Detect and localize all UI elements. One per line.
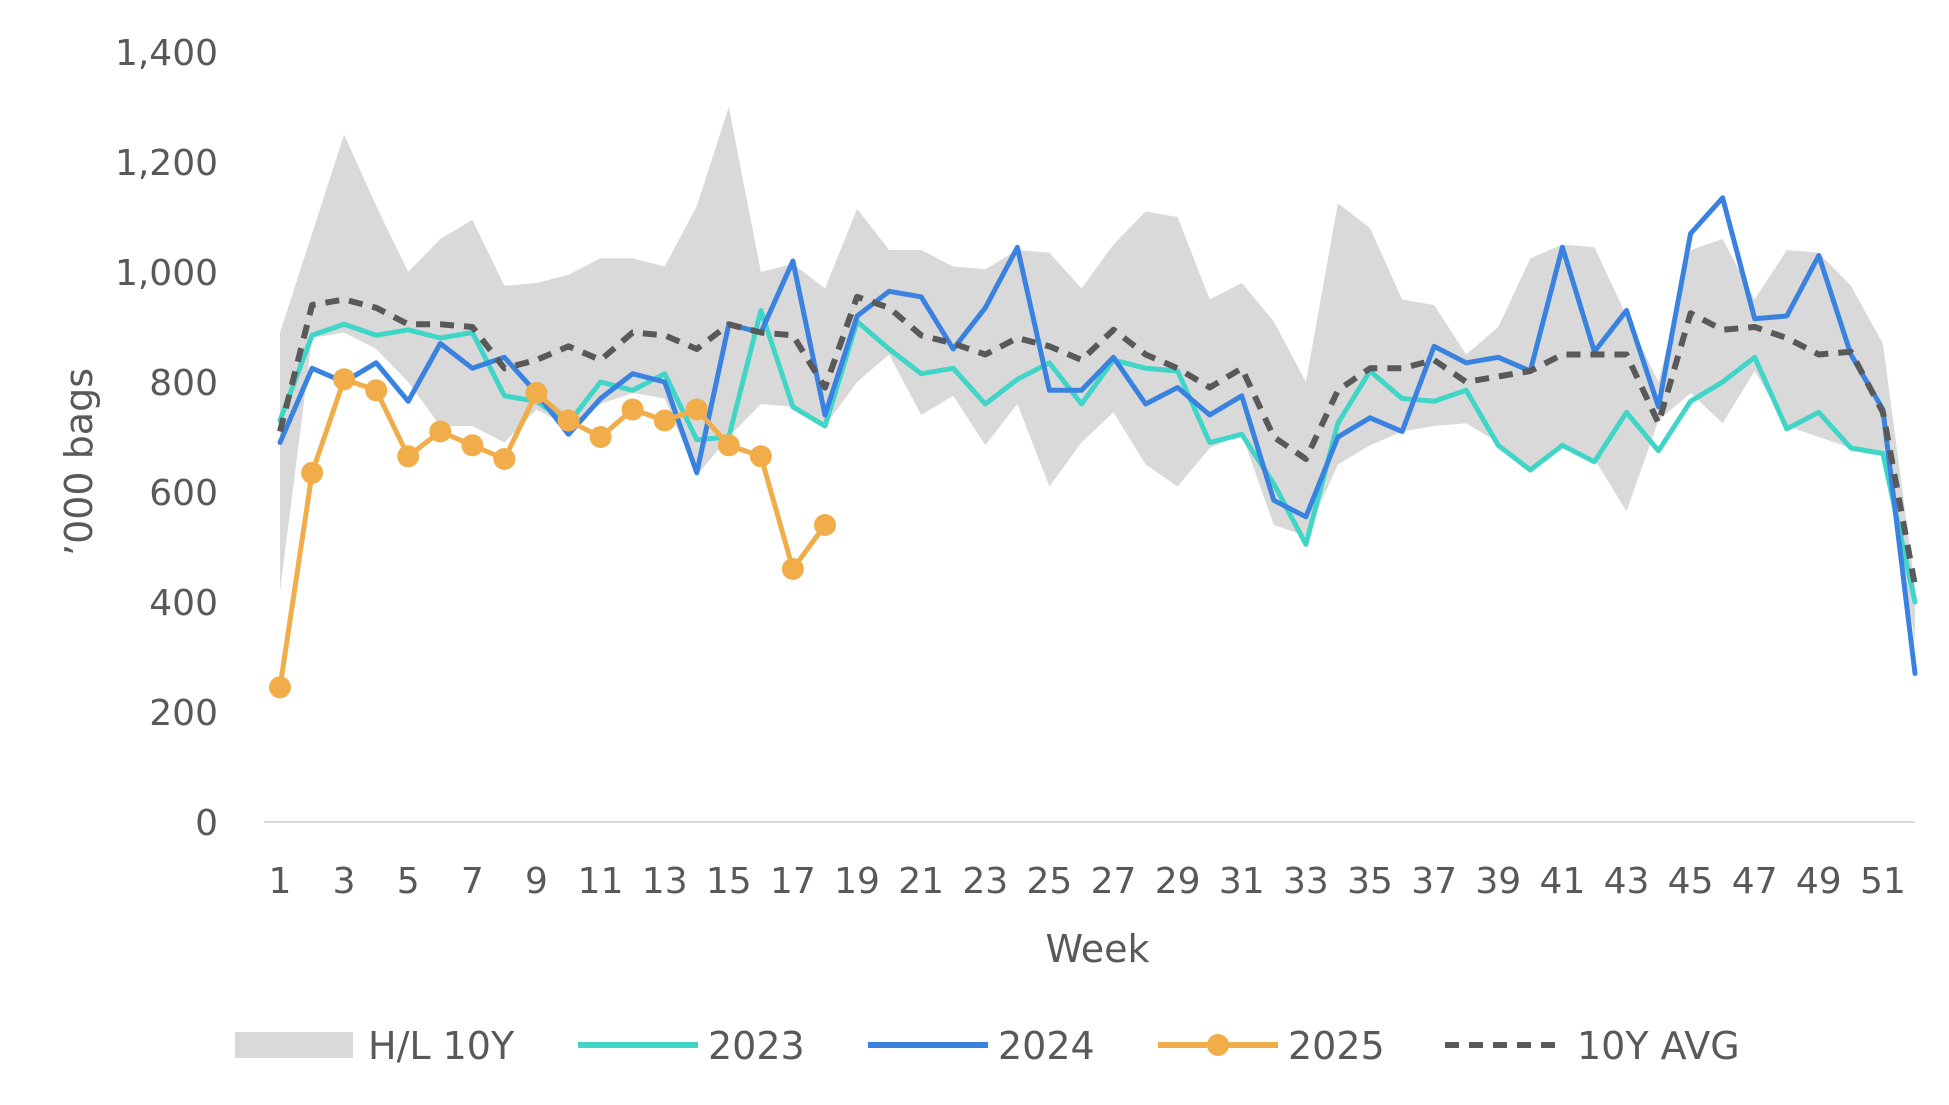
y-tick-label: 600 <box>149 473 218 514</box>
x-tick-label: 43 <box>1604 861 1650 902</box>
legend-item-2025: 2025 <box>1158 1024 1385 1068</box>
series-2025 <box>269 368 836 699</box>
y-tick-labels: 0 200 400 600 800 1,000 1,200 1,400 <box>115 33 218 844</box>
x-tick-label: 33 <box>1283 861 1329 902</box>
point-2025-week-12 <box>621 398 644 421</box>
point-2025-week-10 <box>557 409 580 432</box>
point-2025-week-9 <box>525 382 548 404</box>
legend-marker-2025 <box>1207 1034 1229 1056</box>
x-tick-label: 49 <box>1796 861 1842 902</box>
y-axis-title: ’000 bags <box>57 368 101 556</box>
x-tick-label: 35 <box>1347 861 1393 902</box>
x-tick-labels: 1 3 5 7 9 11 13 15 17 19 21 23 25 27 29 31 33 35 37 39 41 43 4… <box>269 861 1906 902</box>
x-tick-label: 29 <box>1155 861 1201 902</box>
legend-label-2025: 2025 <box>1288 1024 1385 1068</box>
x-tick-label: 9 <box>525 861 548 902</box>
legend: H/L 10Y 2023 2024 2025 10Y AVG <box>235 1024 1740 1068</box>
legend-item-10y-avg: 10Y AVG <box>1445 1024 1740 1068</box>
y-tick-label: 800 <box>149 363 218 404</box>
point-2025-week-13 <box>653 409 676 432</box>
x-tick-label: 17 <box>770 861 816 902</box>
x-tick-label: 13 <box>642 861 688 902</box>
point-2025-week-16 <box>749 445 772 468</box>
legend-label-h-l-10y: H/L 10Y <box>368 1024 515 1068</box>
y-tick-label: 1,000 <box>115 253 218 294</box>
series-10y-avg <box>277 293 1918 587</box>
legend-label-2024: 2024 <box>998 1024 1095 1068</box>
x-tick-label: 3 <box>333 861 356 902</box>
point-2025-week-11 <box>589 426 612 448</box>
point-2025-week-1 <box>269 676 291 699</box>
x-tick-label: 51 <box>1860 861 1906 902</box>
point-2025-week-7 <box>461 434 484 457</box>
x-tick-label: 47 <box>1732 861 1778 902</box>
point-2025-week-8 <box>493 448 516 470</box>
x-tick-label: 19 <box>834 861 880 902</box>
x-tick-label: 7 <box>461 861 484 902</box>
legend-item-2024: 2024 <box>868 1024 1095 1068</box>
legend-label-2023: 2023 <box>708 1024 805 1068</box>
x-tick-label: 25 <box>1027 861 1073 902</box>
y-tick-label: 200 <box>149 693 218 734</box>
point-2025-week-15 <box>717 434 740 457</box>
series-2024 <box>277 195 1918 676</box>
x-tick-label: 39 <box>1475 861 1521 902</box>
point-2025-week-6 <box>429 420 452 443</box>
y-tick-label: 400 <box>149 583 218 624</box>
y-tick-label: 1,400 <box>115 33 218 74</box>
x-tick-label: 23 <box>962 861 1008 902</box>
point-2025-week-14 <box>685 398 708 421</box>
x-tick-label: 31 <box>1219 861 1265 902</box>
series-line-10y-avg <box>277 293 1918 587</box>
point-2025-week-18 <box>814 514 836 536</box>
series-line-2024 <box>277 195 1918 676</box>
x-tick-label: 1 <box>269 861 292 902</box>
x-tick-label: 41 <box>1539 861 1585 902</box>
x-axis-title: Week <box>1045 927 1149 971</box>
point-2025-week-5 <box>397 445 420 468</box>
x-tick-label: 5 <box>397 861 420 902</box>
x-tick-label: 37 <box>1411 861 1457 902</box>
y-tick-label: 1,200 <box>115 143 218 184</box>
x-tick-label: 27 <box>1091 861 1137 902</box>
legend-item-2023: 2023 <box>578 1024 805 1068</box>
point-2025-week-4 <box>365 379 388 402</box>
series-layer <box>269 195 1918 699</box>
point-2025-week-17 <box>781 558 804 580</box>
x-tick-label: 21 <box>898 861 944 902</box>
y-tick-label: 0 <box>195 803 218 844</box>
legend-swatch-h-l-10y <box>235 1032 353 1058</box>
x-tick-label: 11 <box>578 861 624 902</box>
x-tick-label: 45 <box>1668 861 1714 902</box>
point-2025-week-3 <box>333 368 356 391</box>
legend-label-10y-avg: 10Y AVG <box>1577 1024 1740 1068</box>
point-2025-week-2 <box>301 461 324 484</box>
x-tick-label: 15 <box>706 861 752 902</box>
series-line-2025 <box>277 376 828 690</box>
legend-item-h-l-10y: H/L 10Y <box>235 1024 515 1068</box>
